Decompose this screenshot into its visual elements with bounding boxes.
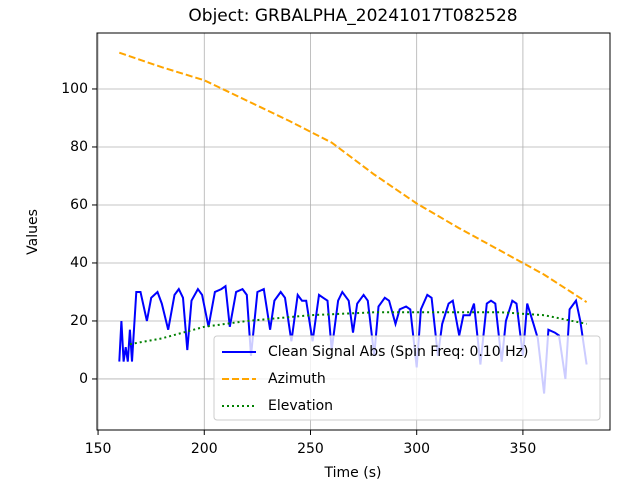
y-tick-label: 40 xyxy=(70,255,88,271)
x-axis-label: Time (s) xyxy=(324,465,382,481)
plot-frame xyxy=(96,32,611,431)
y-axis-label: Values xyxy=(25,209,41,255)
x-tick-label: 250 xyxy=(297,441,324,457)
legend-label: Azimuth xyxy=(268,371,326,387)
data-line xyxy=(129,311,587,346)
x-tick-label: 350 xyxy=(510,441,537,457)
legend-box xyxy=(213,335,601,421)
legend-label: Elevation xyxy=(268,398,333,414)
data-line xyxy=(118,51,588,303)
chart-title: Object: GRBALPHA_20241017T082528 xyxy=(188,6,517,26)
x-tick-label: 200 xyxy=(191,441,218,457)
x-tick-label: 300 xyxy=(403,441,430,457)
data-line xyxy=(118,284,588,394)
y-tick-label: 60 xyxy=(70,197,88,213)
y-tick-label: 0 xyxy=(79,371,88,387)
legend-label: Clean Signal Abs (Spin Freq: 0.10 Hz) xyxy=(268,344,528,360)
y-tick-label: 100 xyxy=(61,81,88,97)
legend: Clean Signal Abs (Spin Freq: 0.10 Hz) Azi… xyxy=(213,335,601,421)
y-tick-label: 80 xyxy=(70,139,88,155)
y-tick-label: 20 xyxy=(70,313,88,329)
x-tick-label: 150 xyxy=(85,441,112,457)
